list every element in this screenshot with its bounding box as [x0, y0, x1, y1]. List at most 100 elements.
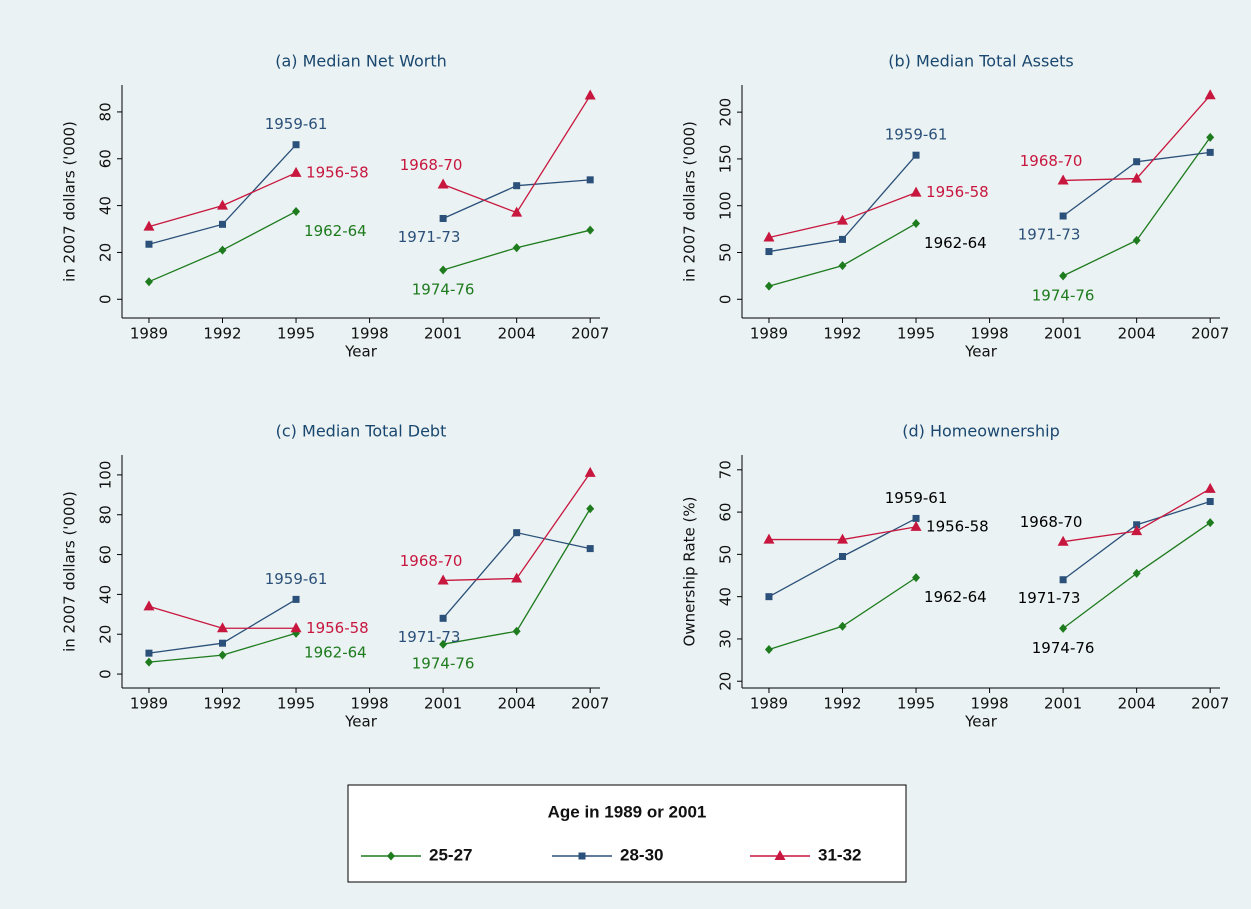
marker: [839, 235, 847, 243]
x-tick-label: 2007: [1191, 695, 1229, 713]
x-tick-label: 2001: [424, 325, 462, 343]
marker: [511, 206, 523, 217]
marker: [578, 852, 586, 860]
marker: [1057, 174, 1069, 185]
marker: [1132, 568, 1141, 578]
marker: [143, 220, 155, 231]
marker: [1131, 172, 1143, 183]
marker: [586, 504, 595, 514]
marker: [292, 595, 300, 603]
y-tick-label: 70: [717, 460, 735, 479]
x-tick-label: 2001: [424, 695, 462, 713]
marker: [763, 533, 775, 544]
annotation: 1959-61: [265, 115, 328, 133]
marker: [1206, 132, 1215, 142]
marker: [387, 851, 395, 861]
annotation: 1959-61: [265, 570, 328, 588]
marker: [838, 261, 847, 271]
x-tick-label: 2004: [1118, 695, 1156, 713]
annotation: 1974-76: [1032, 639, 1095, 657]
marker: [218, 650, 227, 660]
annotation: 1962-64: [304, 222, 367, 240]
annotation: 1974-76: [412, 655, 475, 673]
legend-box: [347, 784, 907, 883]
marker: [218, 245, 227, 255]
marker: [765, 593, 773, 601]
x-axis-label: Year: [964, 713, 998, 731]
x-tick-label: 2004: [1118, 325, 1156, 343]
x-tick-label: 2007: [571, 695, 609, 713]
y-tick-label: 80: [97, 102, 115, 121]
chart-title: (d) Homeownership: [902, 422, 1060, 441]
marker: [512, 243, 521, 253]
marker: [1206, 518, 1215, 528]
marker: [512, 626, 521, 636]
x-axis-label: Year: [344, 343, 378, 361]
marker: [145, 240, 153, 248]
y-tick-label: 60: [97, 149, 115, 168]
marker: [511, 572, 523, 583]
annotation: 1968-70: [1020, 152, 1083, 170]
annotation: 1968-70: [1020, 513, 1083, 531]
marker: [1059, 576, 1067, 584]
x-tick-label: 1989: [130, 695, 168, 713]
x-tick-label: 1989: [750, 325, 788, 343]
marker: [1206, 148, 1214, 156]
x-tick-label: 2007: [1191, 325, 1229, 343]
x-tick-label: 1998: [970, 325, 1008, 343]
marker: [839, 552, 847, 560]
x-tick-label: 1998: [350, 695, 388, 713]
annotation: 1962-64: [304, 644, 367, 662]
y-axis-label: Ownership Rate (%): [681, 497, 699, 647]
legend-label: 31-32: [818, 845, 861, 864]
marker: [1057, 535, 1069, 546]
y-axis-label: in 2007 dollars ('000): [61, 121, 79, 282]
y-tick-label: 40: [97, 585, 115, 604]
marker: [437, 574, 449, 585]
marker: [1059, 212, 1067, 220]
y-tick-label: 0: [717, 295, 735, 305]
marker: [910, 186, 922, 197]
marker: [584, 466, 596, 477]
legend-label: 25-27: [429, 845, 472, 864]
annotation: 1971-73: [398, 228, 461, 246]
y-tick-label: 100: [97, 461, 115, 490]
marker: [1206, 498, 1214, 506]
x-tick-label: 2007: [571, 325, 609, 343]
x-axis-label: Year: [344, 713, 378, 731]
chart-title: (c) Median Total Debt: [276, 422, 447, 441]
marker: [145, 649, 153, 657]
marker: [290, 166, 302, 177]
annotation: 1956-58: [926, 517, 989, 535]
annotation: 1971-73: [398, 628, 461, 646]
y-tick-label: 20: [97, 243, 115, 262]
x-tick-label: 2004: [498, 325, 536, 343]
chart-title: (a) Median Net Worth: [275, 52, 447, 71]
marker: [586, 176, 594, 184]
marker: [219, 220, 227, 228]
marker: [439, 614, 447, 622]
y-tick-label: 0: [97, 294, 115, 304]
x-tick-label: 1998: [350, 325, 388, 343]
marker: [1059, 623, 1068, 633]
x-tick-label: 2001: [1044, 325, 1082, 343]
marker: [910, 520, 922, 531]
marker: [838, 621, 847, 631]
y-tick-label: 30: [717, 629, 735, 648]
x-tick-label: 1998: [970, 695, 1008, 713]
legend-label: 28-30: [620, 845, 663, 864]
x-tick-label: 1992: [823, 325, 861, 343]
y-tick-label: 0: [97, 669, 115, 679]
y-tick-label: 60: [717, 503, 735, 522]
marker: [144, 657, 153, 667]
marker: [217, 622, 229, 633]
y-tick-label: 200: [717, 98, 735, 127]
legend-title: Age in 1989 or 2001: [548, 802, 707, 821]
marker: [437, 178, 449, 189]
marker: [912, 151, 920, 159]
marker: [586, 225, 595, 235]
annotation: 1962-64: [924, 234, 987, 252]
x-tick-label: 2001: [1044, 695, 1082, 713]
y-tick-label: 40: [97, 196, 115, 215]
